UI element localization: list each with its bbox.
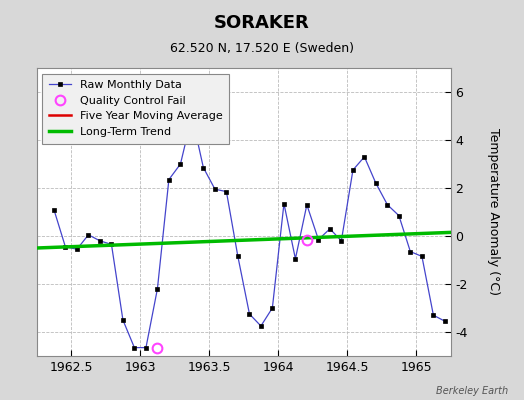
Raw Monthly Data (223, 189, 230, 194)
Raw Monthly Data (74, 247, 80, 252)
Raw Monthly Data (338, 238, 344, 243)
Raw Monthly Data (281, 201, 287, 206)
Text: SORAKER: SORAKER (214, 14, 310, 32)
Raw Monthly Data (97, 238, 103, 243)
Raw Monthly Data (131, 345, 137, 350)
Raw Monthly Data (108, 242, 115, 247)
Raw Monthly Data (189, 114, 195, 118)
Raw Monthly Data (120, 318, 126, 322)
Raw Monthly Data (258, 324, 264, 328)
Raw Monthly Data (419, 254, 425, 259)
Raw Monthly Data (166, 177, 172, 182)
Raw Monthly Data (407, 249, 413, 254)
Raw Monthly Data (442, 319, 448, 324)
Raw Monthly Data (350, 168, 356, 172)
Raw Monthly Data (292, 256, 299, 261)
Text: Berkeley Earth: Berkeley Earth (436, 386, 508, 396)
Raw Monthly Data (327, 226, 333, 231)
Line: Raw Monthly Data: Raw Monthly Data (52, 114, 447, 350)
Raw Monthly Data (384, 202, 390, 207)
Raw Monthly Data (200, 165, 206, 170)
Raw Monthly Data (304, 202, 310, 207)
Raw Monthly Data (235, 254, 241, 259)
Raw Monthly Data (246, 312, 253, 316)
Raw Monthly Data (269, 306, 276, 310)
Raw Monthly Data (373, 181, 379, 186)
Quality Control Fail (154, 345, 160, 350)
Text: 62.520 N, 17.520 E (Sweden): 62.520 N, 17.520 E (Sweden) (170, 42, 354, 55)
Raw Monthly Data (154, 286, 160, 291)
Raw Monthly Data (396, 213, 402, 218)
Quality Control Fail (304, 237, 310, 242)
Raw Monthly Data (51, 207, 57, 212)
Line: Quality Control Fail: Quality Control Fail (152, 235, 312, 352)
Raw Monthly Data (212, 187, 218, 192)
Y-axis label: Temperature Anomaly (°C): Temperature Anomaly (°C) (487, 128, 500, 296)
Raw Monthly Data (143, 345, 149, 350)
Raw Monthly Data (85, 232, 92, 237)
Raw Monthly Data (177, 162, 183, 166)
Raw Monthly Data (62, 244, 69, 249)
Raw Monthly Data (315, 237, 322, 242)
Raw Monthly Data (430, 313, 436, 318)
Legend: Raw Monthly Data, Quality Control Fail, Five Year Moving Average, Long-Term Tren: Raw Monthly Data, Quality Control Fail, … (42, 74, 230, 144)
Raw Monthly Data (361, 154, 367, 159)
